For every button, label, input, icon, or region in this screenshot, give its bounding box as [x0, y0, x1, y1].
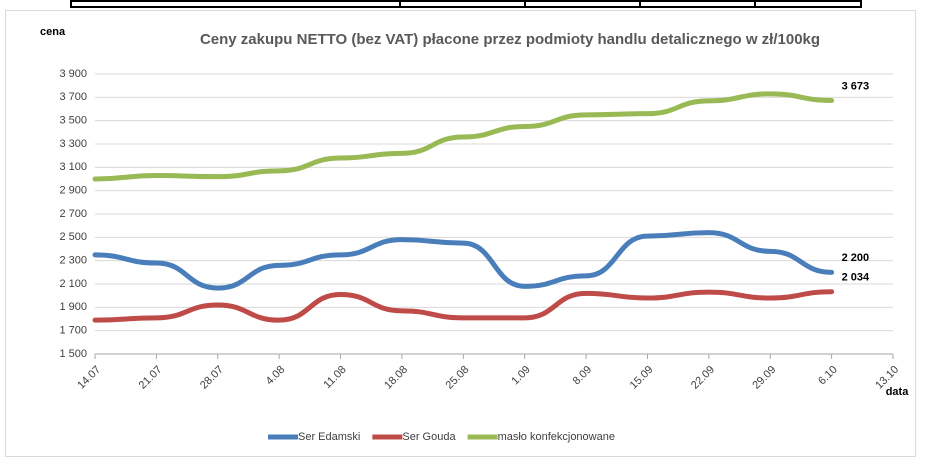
y-tick-label: 1 900: [59, 301, 87, 313]
legend-label: masło konfekcjonowane: [498, 431, 615, 443]
y-tick-label: 3 300: [59, 138, 87, 150]
series-line: [92, 91, 835, 182]
y-tick-label: 2 100: [59, 278, 87, 290]
y-tick-label: 2 700: [59, 208, 87, 220]
data-label: 2 200: [842, 252, 870, 264]
x-axis-label: data: [886, 386, 910, 398]
series-line: [92, 230, 835, 291]
y-tick-label: 3 900: [59, 68, 87, 80]
data-label: 2 034: [842, 272, 870, 284]
y-tick-label: 2 900: [59, 185, 87, 197]
y-tick-label: 2 300: [59, 255, 87, 267]
data-label: 3 673: [842, 80, 870, 92]
top-table-fragment: [70, 0, 862, 8]
y-tick-label: 3 100: [59, 161, 87, 173]
legend-label: Ser Edamski: [298, 431, 360, 443]
y-tick-label: 3 500: [59, 115, 87, 127]
y-tick-label: 1 500: [59, 348, 87, 360]
y-tick-label: 2 500: [59, 231, 87, 243]
series-line: [92, 289, 835, 323]
chart-title: Ceny zakupu NETTO (bez VAT) płacone prze…: [200, 31, 820, 48]
y-axis-label: cena: [40, 26, 66, 38]
y-tick-label: 1 700: [59, 325, 87, 337]
y-tick-label: 3 700: [59, 91, 87, 103]
legend-label: Ser Gouda: [402, 431, 456, 443]
